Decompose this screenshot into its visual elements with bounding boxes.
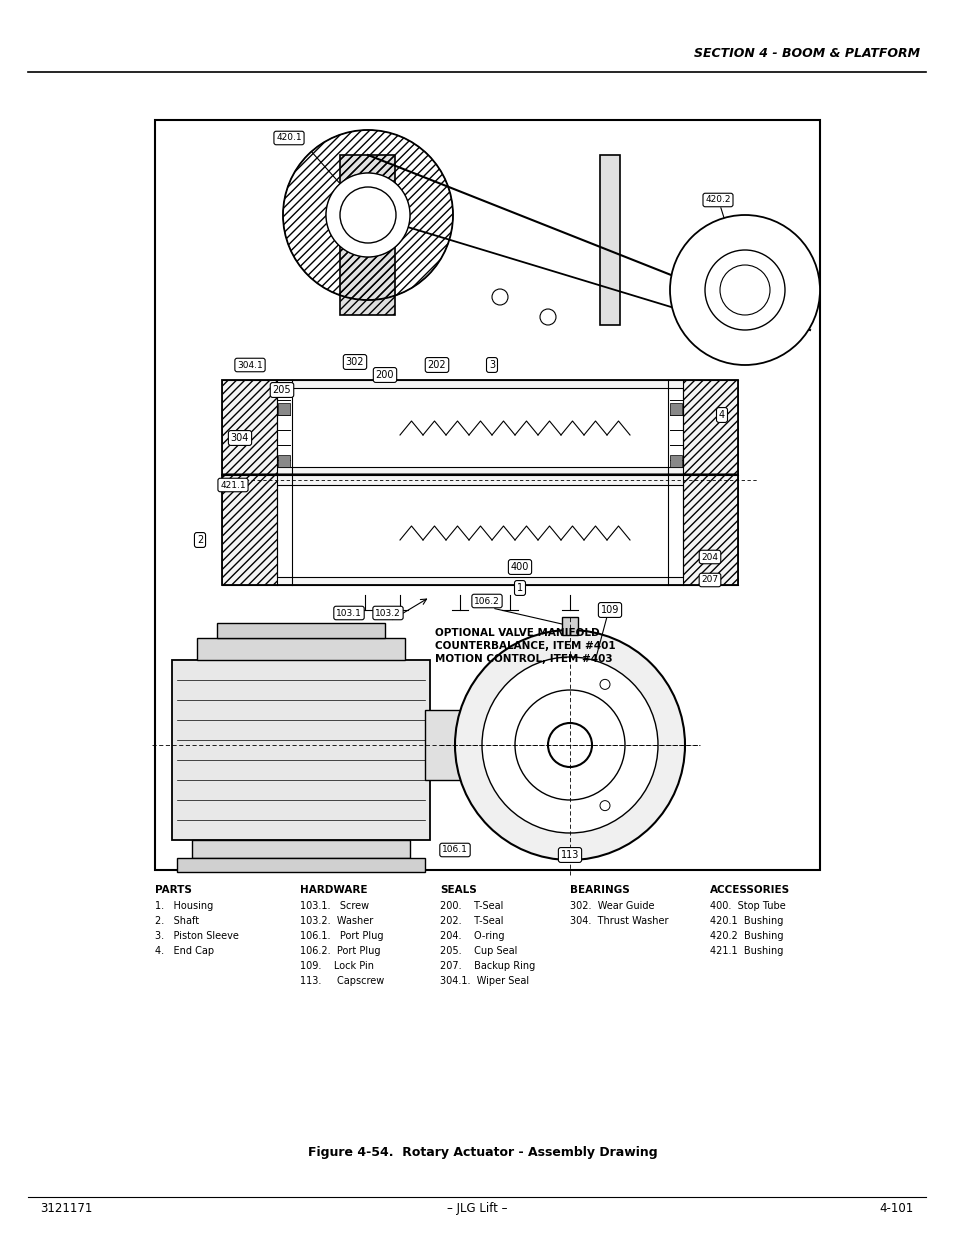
Text: – JLG Lift –: – JLG Lift – bbox=[446, 1202, 507, 1215]
Text: 103.2.  Washer: 103.2. Washer bbox=[299, 916, 373, 926]
Text: ACCESSORIES: ACCESSORIES bbox=[709, 885, 789, 895]
Text: 207.    Backup Ring: 207. Backup Ring bbox=[439, 961, 535, 971]
Bar bbox=[222, 380, 276, 475]
Text: 207: 207 bbox=[700, 576, 718, 584]
Bar bbox=[222, 475, 276, 585]
Text: 421.1: 421.1 bbox=[220, 480, 246, 489]
Text: 4-101: 4-101 bbox=[879, 1202, 913, 1215]
Text: 4: 4 bbox=[719, 410, 724, 420]
Bar bbox=[339, 156, 395, 315]
Text: 204: 204 bbox=[700, 552, 718, 562]
Bar bbox=[682, 475, 738, 585]
Bar bbox=[682, 380, 738, 475]
Text: 2.   Shaft: 2. Shaft bbox=[154, 916, 199, 926]
Text: 420.1: 420.1 bbox=[276, 133, 301, 142]
Circle shape bbox=[455, 630, 684, 860]
Circle shape bbox=[599, 679, 609, 689]
Text: MOTION CONTROL, ITEM #403: MOTION CONTROL, ITEM #403 bbox=[435, 655, 612, 664]
Text: PARTS: PARTS bbox=[154, 885, 192, 895]
Circle shape bbox=[704, 249, 784, 330]
Text: 4.   End Cap: 4. End Cap bbox=[154, 946, 213, 956]
Text: 420.2  Bushing: 420.2 Bushing bbox=[709, 931, 782, 941]
Text: 103.1.   Screw: 103.1. Screw bbox=[299, 902, 369, 911]
Text: 304: 304 bbox=[231, 433, 249, 443]
Text: 3121171: 3121171 bbox=[40, 1202, 92, 1215]
Text: SEALS: SEALS bbox=[439, 885, 476, 895]
Text: 1.   Housing: 1. Housing bbox=[154, 902, 213, 911]
Text: HARDWARE: HARDWARE bbox=[299, 885, 367, 895]
Text: 106.1.   Port Plug: 106.1. Port Plug bbox=[299, 931, 383, 941]
Bar bbox=[276, 485, 682, 577]
Text: 400.  Stop Tube: 400. Stop Tube bbox=[709, 902, 785, 911]
Text: 304.1.  Wiper Seal: 304.1. Wiper Seal bbox=[439, 976, 529, 986]
Text: 202.    T-Seal: 202. T-Seal bbox=[439, 916, 503, 926]
Text: 113.     Capscrew: 113. Capscrew bbox=[299, 976, 384, 986]
Text: 2: 2 bbox=[196, 535, 203, 545]
Bar bbox=[196, 638, 405, 659]
Bar bbox=[424, 710, 579, 781]
Bar bbox=[276, 388, 682, 467]
Text: 109: 109 bbox=[600, 605, 618, 615]
Bar bbox=[154, 120, 820, 869]
Text: 1: 1 bbox=[517, 583, 522, 593]
Text: 304.1: 304.1 bbox=[237, 361, 263, 369]
Circle shape bbox=[669, 215, 820, 366]
Text: 3.   Piston Sleeve: 3. Piston Sleeve bbox=[154, 931, 238, 941]
Text: 302: 302 bbox=[345, 357, 364, 367]
Bar bbox=[216, 622, 385, 638]
Text: 204.    O-ring: 204. O-ring bbox=[439, 931, 504, 941]
Text: OPTIONAL VALVE MANIFOLD: OPTIONAL VALVE MANIFOLD bbox=[435, 629, 599, 638]
Text: 200.    T-Seal: 200. T-Seal bbox=[439, 902, 503, 911]
Bar bbox=[669, 403, 681, 415]
Circle shape bbox=[599, 800, 609, 810]
Bar bbox=[277, 454, 290, 467]
Circle shape bbox=[481, 657, 658, 832]
Text: 202: 202 bbox=[427, 359, 446, 370]
Text: 420.1  Bushing: 420.1 Bushing bbox=[709, 916, 782, 926]
Text: 106.2.  Port Plug: 106.2. Port Plug bbox=[299, 946, 380, 956]
Bar bbox=[599, 156, 619, 325]
Text: 200: 200 bbox=[375, 370, 394, 380]
Bar bbox=[222, 380, 738, 475]
Circle shape bbox=[515, 690, 624, 800]
Text: 400: 400 bbox=[510, 562, 529, 572]
Bar bbox=[192, 840, 410, 858]
Text: 106.2: 106.2 bbox=[474, 597, 499, 605]
Text: 205.    Cup Seal: 205. Cup Seal bbox=[439, 946, 517, 956]
Text: Figure 4-54.  Rotary Actuator - Assembly Drawing: Figure 4-54. Rotary Actuator - Assembly … bbox=[308, 1146, 658, 1158]
Text: 205: 205 bbox=[273, 385, 291, 395]
Text: 103.1: 103.1 bbox=[335, 609, 361, 618]
Text: 109.    Lock Pin: 109. Lock Pin bbox=[299, 961, 374, 971]
Text: BEARINGS: BEARINGS bbox=[569, 885, 629, 895]
Circle shape bbox=[326, 173, 410, 257]
Circle shape bbox=[720, 266, 769, 315]
Text: 421.1  Bushing: 421.1 Bushing bbox=[709, 946, 782, 956]
Text: 302.  Wear Guide: 302. Wear Guide bbox=[569, 902, 654, 911]
Bar bbox=[669, 454, 681, 467]
Text: 304.  Thrust Washer: 304. Thrust Washer bbox=[569, 916, 668, 926]
Bar bbox=[177, 858, 424, 872]
Bar bbox=[561, 618, 578, 635]
Circle shape bbox=[547, 722, 592, 767]
Bar bbox=[172, 659, 430, 840]
Text: 103.2: 103.2 bbox=[375, 609, 400, 618]
Circle shape bbox=[492, 289, 507, 305]
Bar bbox=[222, 475, 738, 585]
Bar bbox=[277, 403, 290, 415]
Text: 106.1: 106.1 bbox=[441, 846, 468, 855]
Circle shape bbox=[539, 309, 556, 325]
Text: SECTION 4 - BOOM & PLATFORM: SECTION 4 - BOOM & PLATFORM bbox=[693, 47, 919, 61]
Text: 420.2: 420.2 bbox=[704, 195, 730, 205]
Text: COUNTERBALANCE, ITEM #401: COUNTERBALANCE, ITEM #401 bbox=[435, 641, 615, 651]
Bar bbox=[339, 156, 395, 315]
Text: 3: 3 bbox=[489, 359, 495, 370]
Text: 113: 113 bbox=[560, 850, 578, 860]
